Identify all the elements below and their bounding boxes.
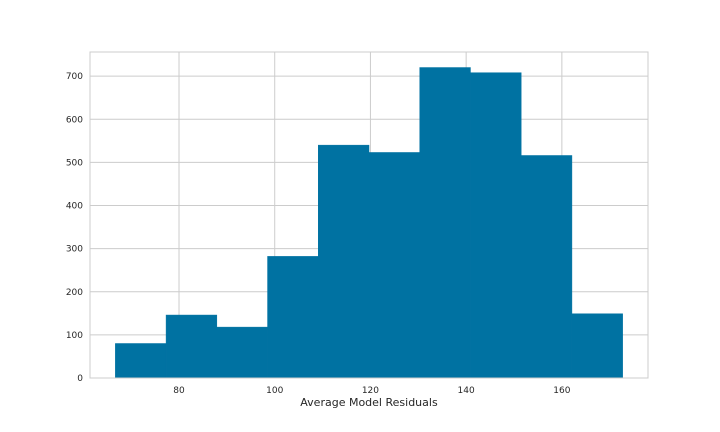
- histogram-bar: [216, 326, 268, 379]
- histogram-bars: [115, 67, 623, 379]
- y-tick-label: 400: [66, 202, 83, 212]
- x-axis-label: Average Model Residuals: [300, 396, 438, 409]
- histogram-bar: [520, 155, 573, 379]
- histogram-bar: [368, 152, 420, 379]
- y-tick-label: 0: [77, 374, 83, 384]
- y-tick-label: 100: [66, 331, 83, 341]
- x-tick-label: 100: [266, 386, 283, 396]
- histogram-bar: [115, 343, 167, 379]
- x-tick-label: 140: [458, 386, 475, 396]
- x-tick-label: 120: [362, 386, 379, 396]
- y-tick-labels: 0 100 200 300 400 500 600 700: [66, 72, 83, 384]
- histogram-bar: [165, 314, 218, 379]
- histogram-bar: [571, 313, 623, 379]
- histogram-bar: [470, 72, 522, 379]
- histogram-bar: [318, 144, 370, 379]
- x-tick-labels: 80 100 120 140 160: [173, 386, 570, 396]
- y-tick-label: 300: [66, 245, 83, 255]
- plot-frame: [89, 51, 649, 379]
- y-tick-label: 700: [66, 72, 83, 82]
- histogram-bar: [419, 67, 471, 379]
- y-tick-label: 200: [66, 288, 83, 298]
- x-tick-label: 160: [553, 386, 570, 396]
- y-tick-label: 600: [66, 115, 83, 125]
- y-tick-label: 500: [66, 158, 83, 168]
- histogram-bar: [267, 256, 319, 379]
- x-tick-label: 80: [173, 386, 185, 396]
